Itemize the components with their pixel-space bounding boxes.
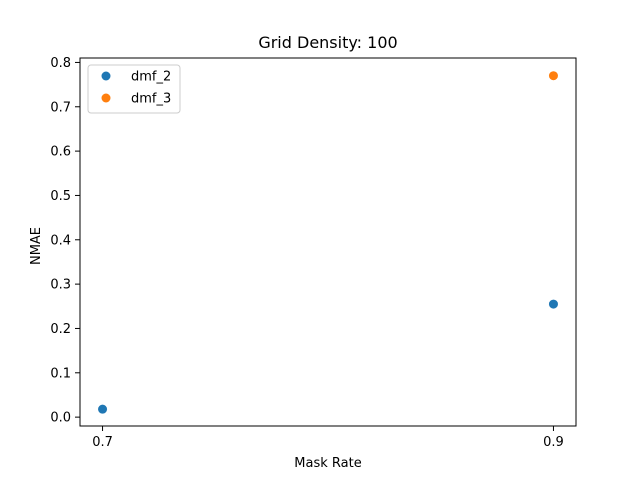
y-tick-label: 0.1 bbox=[50, 366, 71, 381]
y-axis-label: NMAE bbox=[29, 227, 44, 265]
y-tick-label: 0.4 bbox=[50, 233, 71, 248]
y-tick-label: 0.6 bbox=[50, 145, 71, 160]
legend: dmf_2 dmf_3 bbox=[87, 64, 181, 114]
data-point-dmf-2 bbox=[98, 404, 108, 414]
data-point-dmf-3 bbox=[548, 71, 558, 81]
legend-label-dmf-3: dmf_3 bbox=[131, 92, 171, 107]
y-tick-label: 0.3 bbox=[50, 278, 71, 293]
legend-label-dmf-2: dmf_2 bbox=[131, 70, 171, 85]
y-tick-label: 0.7 bbox=[50, 100, 71, 115]
y-tick-label: 0.8 bbox=[50, 56, 71, 71]
legend-marker-dmf-2 bbox=[101, 71, 111, 81]
y-tick-label: 0.2 bbox=[50, 322, 71, 337]
y-tick-label: 0.5 bbox=[50, 189, 71, 204]
x-axis-label: Mask Rate bbox=[294, 456, 361, 471]
plot-area: 0.7 0.9 0.0 0.1 0.2 0.3 0.4 0.5 0.6 0.7 0.8 bbox=[50, 56, 577, 450]
data-point-dmf-2 bbox=[548, 299, 558, 309]
legend-box bbox=[87, 64, 181, 114]
x-tick-label: 0.9 bbox=[543, 435, 564, 450]
chart-title: Grid Density: 100 bbox=[258, 33, 397, 52]
legend-marker-dmf-3 bbox=[101, 93, 111, 103]
plot-frame bbox=[79, 57, 577, 427]
x-tick-label: 0.7 bbox=[92, 435, 113, 450]
y-tick-label: 0.0 bbox=[50, 411, 71, 426]
